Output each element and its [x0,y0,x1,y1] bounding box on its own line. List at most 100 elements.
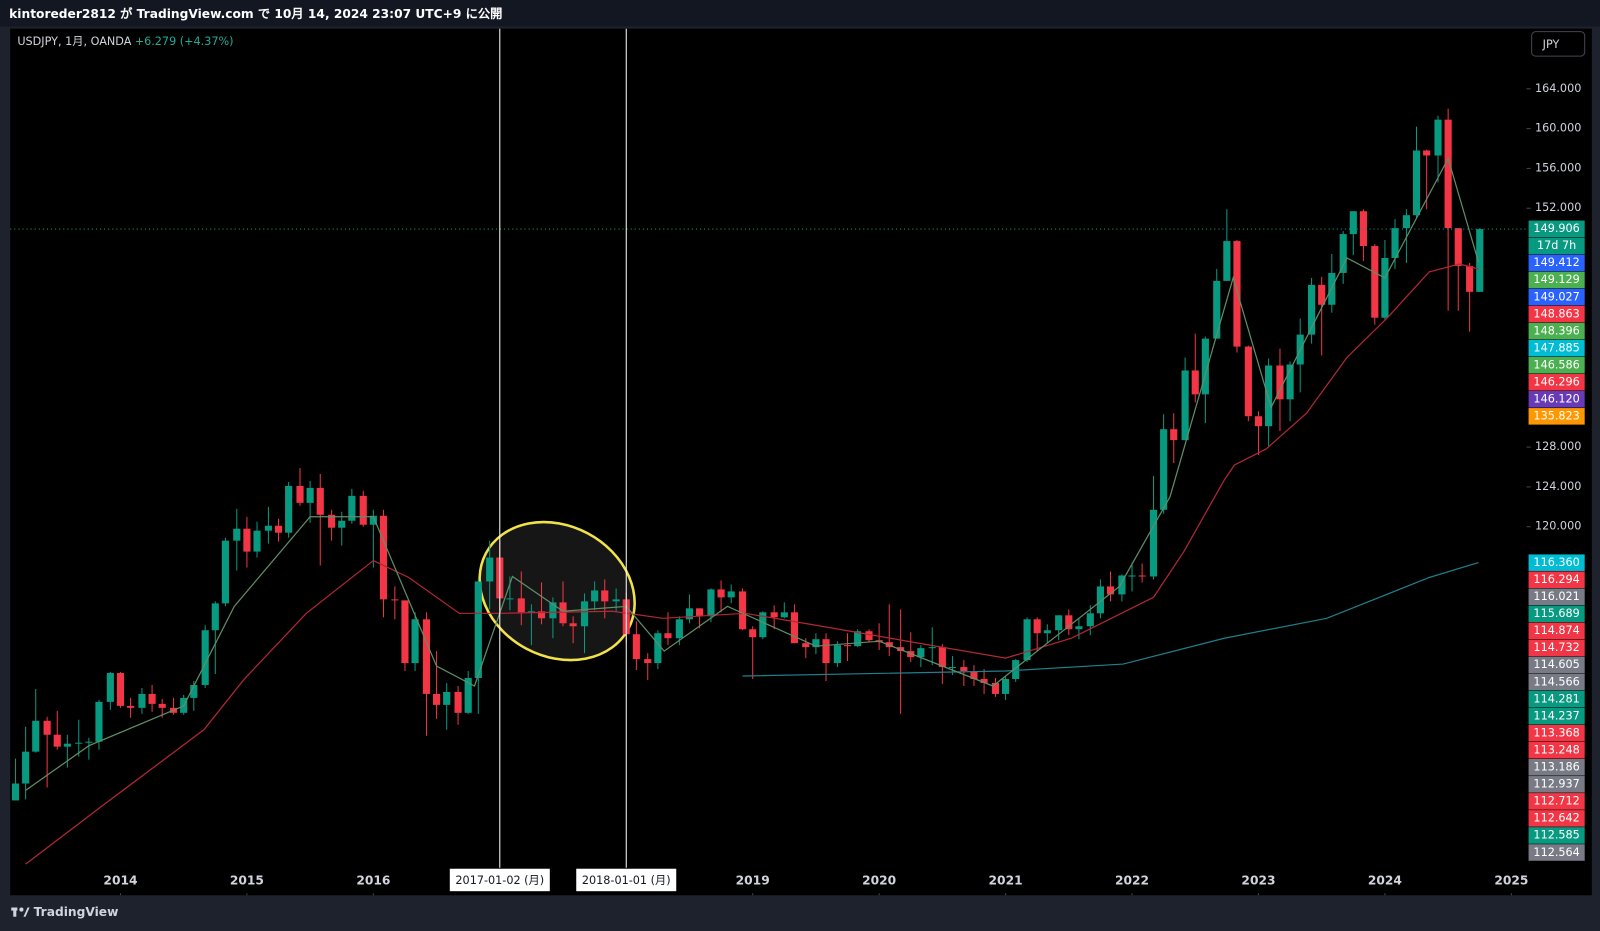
candle-body [1391,228,1399,258]
candle-body [106,673,114,702]
price-tag-label: 112.642 [1533,812,1579,825]
price-tag [1528,391,1585,408]
x-tick-label: 2023 [1241,873,1275,887]
candle-body [644,659,652,664]
candle-body [928,647,936,649]
candle-body [1371,246,1379,318]
candle-body [264,525,272,531]
price-tag-label: 149.412 [1533,256,1579,269]
candle-body [464,678,472,713]
price-tag-label: 146.586 [1533,358,1579,371]
candle-body [569,623,577,627]
candle-body [306,487,314,503]
candle-body [1402,215,1410,229]
candle-body [654,633,662,664]
currency-button[interactable] [1531,31,1586,57]
price-tag [1528,288,1585,306]
candle-body [486,557,494,582]
candle-body [95,701,103,742]
price-tag-label: 149.027 [1533,290,1579,303]
price-tag-label: 114.732 [1533,641,1579,654]
candle-body [1276,365,1284,400]
candle-body [401,600,409,664]
price-tag [1528,707,1585,725]
price-tag-label: 112.937 [1533,778,1579,791]
change: +6.279 (+4.37%) [135,35,234,48]
candle-body [316,487,324,515]
candle-body [1033,619,1041,634]
candle-body [938,647,946,668]
currency-label[interactable]: JPY [1542,38,1560,51]
candle-body [1075,626,1083,630]
candle-body [348,495,356,521]
price-tag-label: 147.885 [1533,341,1579,354]
candle-body [285,485,293,533]
candle-body [422,619,431,694]
candle-body [411,619,419,664]
price-tag [1528,776,1585,793]
candle-body [201,630,209,685]
candle-body [759,612,767,638]
y-tick-label: 120.000 [1535,520,1581,533]
price-tag-label: 112.585 [1533,829,1579,842]
x-tick-label: 2016 [356,873,390,887]
price-tag [1528,810,1585,827]
candle-body [127,705,135,708]
moving-average [25,156,1480,791]
candle-body [243,528,251,552]
candle-body [1381,257,1389,318]
candle-body [63,743,71,747]
candle-body [1308,284,1316,335]
candle-body [1349,211,1357,235]
marker-box [576,868,677,892]
price-tag [1528,588,1585,606]
price-tag [1528,220,1585,238]
candle-body [158,703,166,708]
candle-body [707,589,715,617]
candle-body [1454,228,1462,266]
y-tick-label: 128.000 [1535,440,1581,453]
candle-body [591,590,599,602]
y-tick-label: 124.000 [1535,480,1581,493]
price-tag [1528,339,1585,357]
candle-body [780,612,788,618]
candle-body [1181,370,1189,441]
price-tag [1528,758,1585,776]
candle-body [970,671,978,679]
candle-body [1233,241,1241,347]
candle-body [980,678,988,683]
candle-body [549,602,557,619]
price-tag [1528,844,1585,861]
price-tag-label: 149.906 [1533,222,1579,235]
marker-label: 2017-01-02 (月) [455,874,544,887]
candle-body [274,525,283,533]
price-tag [1528,305,1585,323]
candle-body [537,611,546,619]
brand: TradingView [34,905,119,919]
candle-body [1423,150,1431,156]
publish-info: kintoreder2812 が TradingView.com で 10月 1… [9,6,502,21]
candle-body [328,514,336,528]
candle-body [221,540,229,604]
candle-body [43,720,51,735]
candle-body [1466,265,1474,292]
candle-body [948,667,957,669]
candle-body [32,720,40,752]
price-tag [1528,356,1585,374]
y-tick-label: 164.000 [1535,82,1581,95]
candle-body [1444,119,1452,229]
candle-body [22,751,30,784]
price-tag-label: 116.294 [1533,573,1579,586]
candle-body [790,612,798,644]
symbol: USDJPY, 1月, OANDA [17,35,131,48]
candle-body [296,485,304,503]
candle-body [1128,575,1136,577]
candle-body [1043,630,1051,634]
y-tick-label: 152.000 [1535,201,1581,214]
price-tag-label: 116.021 [1533,590,1579,603]
price-tags: 149.906 17d 7h 149.412 149.129 149.027 148.86… [1528,220,1585,861]
candle-body [148,693,156,704]
candle-body [1023,619,1031,661]
candle-body [53,734,61,747]
